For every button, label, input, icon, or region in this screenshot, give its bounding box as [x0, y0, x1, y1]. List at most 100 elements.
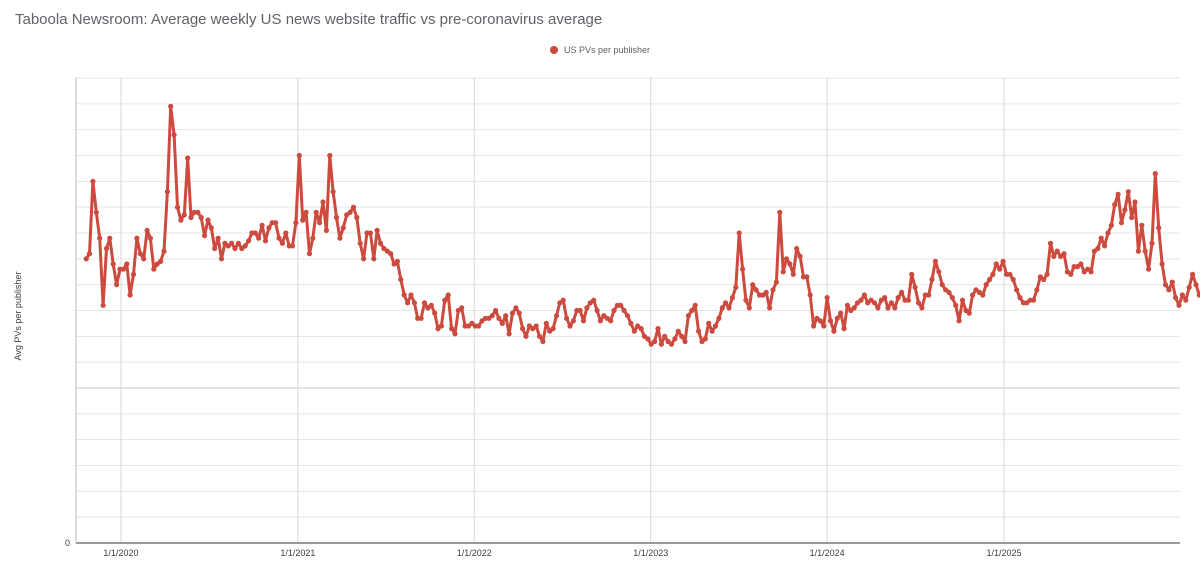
data-point [740, 266, 746, 272]
data-point [990, 271, 996, 277]
data-point [1010, 276, 1016, 283]
data-point [459, 305, 465, 311]
data-point [506, 331, 512, 337]
data-point [300, 217, 306, 223]
data-point [124, 261, 130, 267]
data-point [168, 103, 174, 109]
data-point [702, 336, 708, 342]
data-point [682, 338, 688, 345]
data-point [388, 251, 394, 257]
data-point [841, 326, 847, 332]
data-point [807, 292, 813, 298]
data-point [780, 269, 786, 275]
data-point [638, 326, 644, 332]
data-point [438, 323, 444, 329]
data-point [668, 341, 675, 347]
data-point [679, 333, 685, 339]
data-point [895, 295, 901, 301]
data-point [882, 295, 888, 301]
data-point [1166, 287, 1172, 293]
data-point [834, 315, 840, 321]
data-point [320, 199, 326, 205]
data-point [712, 323, 719, 329]
data-point [303, 209, 309, 215]
data-point [824, 295, 830, 301]
data-point [1135, 248, 1141, 254]
data-point [905, 297, 912, 303]
data-point [110, 261, 116, 267]
data-point [946, 289, 952, 295]
data-point [919, 305, 925, 311]
data-point [499, 320, 505, 326]
data-point [543, 320, 549, 326]
data-point [536, 333, 543, 339]
data-point [987, 276, 993, 283]
data-point [624, 313, 631, 319]
x-tick-label: 1/1/2021 [280, 548, 315, 558]
data-point [394, 258, 400, 264]
data-point [871, 300, 878, 306]
data-point [489, 313, 495, 319]
data-point [476, 323, 482, 329]
data-point [516, 310, 522, 316]
data-point [97, 235, 103, 241]
data-point [763, 289, 769, 295]
data-point [496, 315, 502, 321]
data-point [1088, 269, 1094, 275]
data-point [899, 289, 905, 295]
data-point [418, 315, 424, 321]
data-point [733, 284, 739, 290]
data-point [560, 297, 566, 303]
data-point [442, 297, 448, 303]
data-point [266, 225, 272, 231]
data-point [672, 336, 678, 342]
data-point [675, 328, 681, 334]
data-point [1017, 295, 1023, 301]
data-point [831, 328, 837, 334]
data-point [1105, 230, 1111, 236]
data-point [1078, 261, 1084, 267]
data-point [445, 292, 451, 298]
data-point [1095, 245, 1101, 252]
data-point [709, 328, 715, 334]
x-tick-label: 1/1/2020 [103, 548, 138, 558]
data-point [851, 305, 857, 311]
data-point [411, 300, 417, 306]
data-point [716, 315, 722, 321]
data-point [1179, 292, 1185, 298]
data-point [503, 313, 509, 319]
data-point [550, 326, 556, 332]
data-point [208, 225, 214, 231]
y-tick-label: 0 [65, 538, 70, 548]
data-point [804, 274, 810, 280]
data-point [405, 300, 411, 306]
data-point [93, 209, 99, 215]
data-point [293, 220, 299, 226]
legend-series-label: US PVs per publisher [563, 45, 651, 55]
data-point [980, 292, 986, 298]
data-point [827, 318, 834, 324]
data-point [685, 313, 692, 319]
data-point [520, 326, 526, 332]
data-point [428, 302, 434, 308]
data-point [861, 292, 868, 298]
data-point [817, 318, 824, 324]
data-point [1149, 240, 1155, 246]
data-point [279, 240, 285, 246]
data-point [584, 305, 590, 311]
data-point [114, 282, 120, 288]
data-point [262, 238, 269, 244]
data-point [1068, 271, 1074, 277]
data-point [533, 323, 539, 329]
data-point [1173, 295, 1179, 301]
data-point [797, 253, 803, 259]
data-point [246, 238, 252, 244]
data-point [936, 269, 942, 275]
data-point [323, 227, 329, 233]
data-point [591, 297, 597, 303]
data-point [553, 313, 560, 319]
data-point [242, 243, 248, 249]
data-point [1044, 271, 1050, 277]
data-point [658, 341, 665, 347]
data-point [147, 235, 153, 241]
